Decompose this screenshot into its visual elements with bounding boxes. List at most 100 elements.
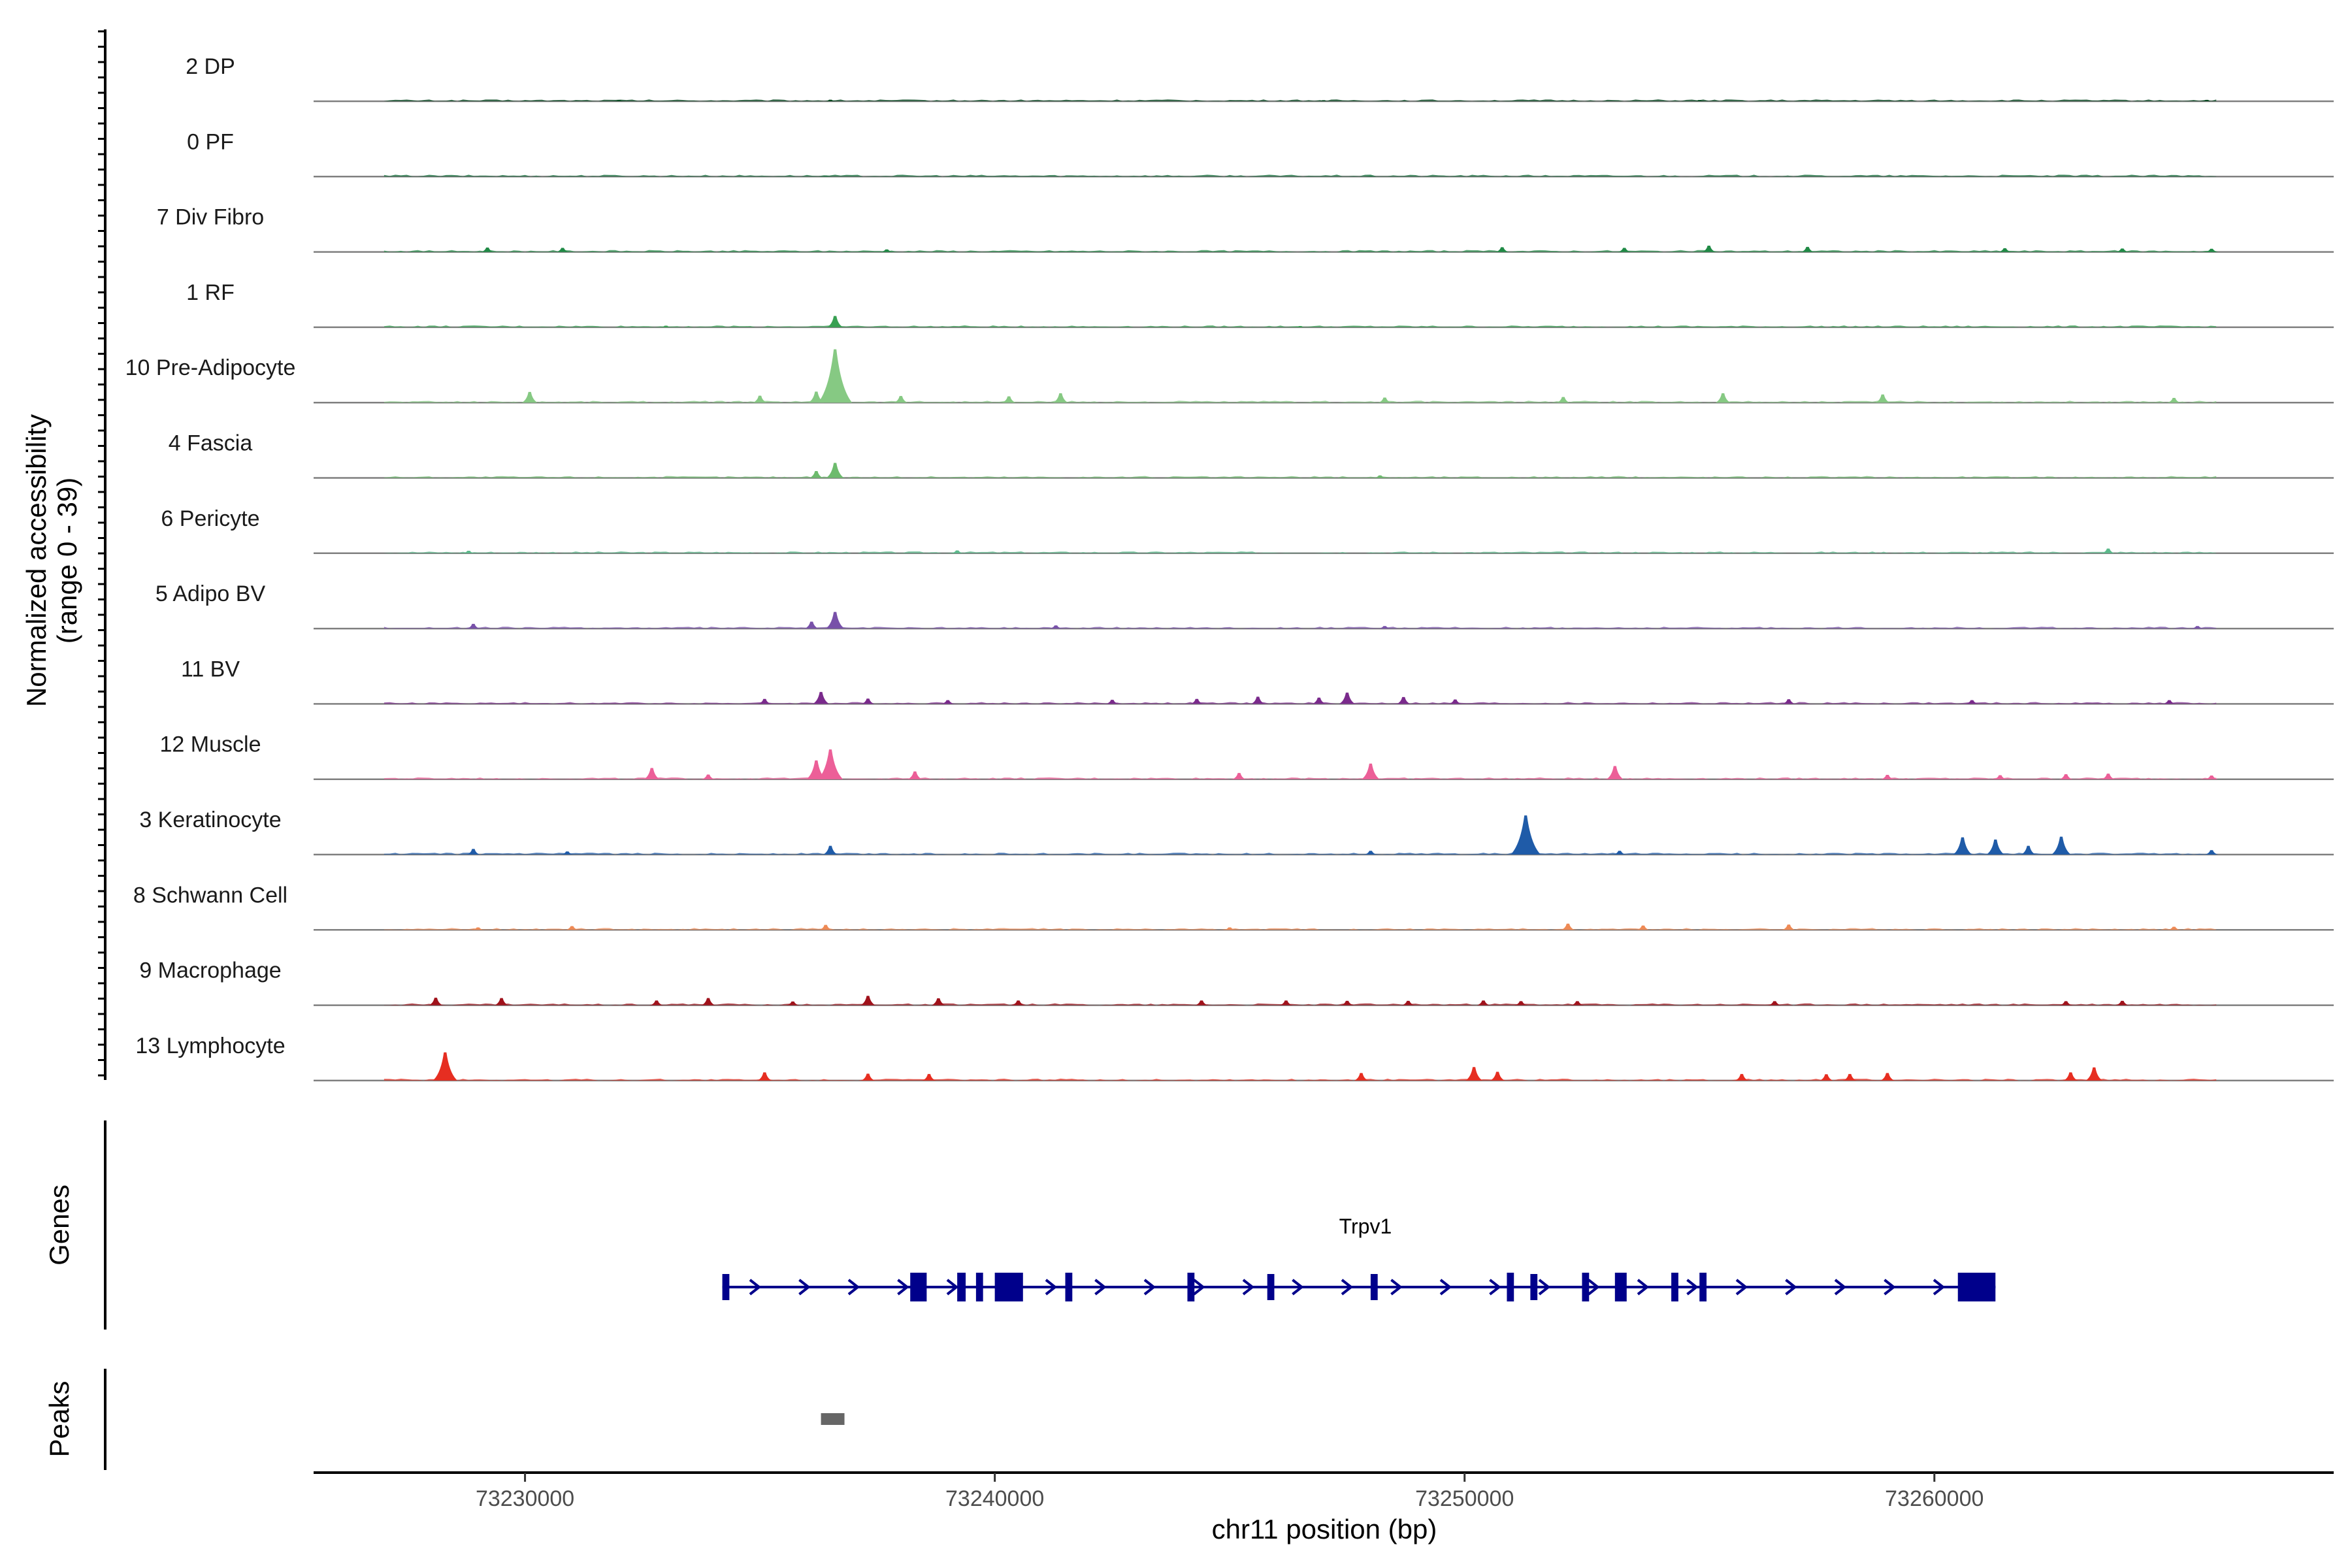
track-4-fascia: 4 Fascia (169, 431, 2334, 479)
track-label: 2 DP (186, 54, 235, 79)
gene-exon (1614, 1273, 1627, 1301)
coverage-peak (817, 749, 843, 779)
coverage-peak (1880, 1073, 1895, 1081)
gene-exon (1065, 1273, 1073, 1301)
coverage-peak (2115, 1000, 2129, 1005)
coverage-peak (786, 1001, 800, 1005)
coverage-peak (860, 996, 876, 1005)
coverage-peak (2163, 700, 2176, 704)
coverage-peak (1986, 839, 2005, 855)
coverage-peak (813, 692, 830, 704)
coverage-peak (1378, 397, 1392, 403)
strand-arrow (1834, 1279, 1847, 1296)
track-label: 13 Lymphocyte (135, 1034, 285, 1058)
x-tick-label: 73230000 (476, 1486, 574, 1511)
coverage-peak (823, 99, 837, 101)
coverage-peak (941, 700, 955, 704)
genes-panel-label: Genes (44, 1184, 74, 1266)
coverage-peak (804, 621, 819, 629)
strand-arrow (1686, 1279, 1699, 1296)
strand-arrow (1637, 1279, 1650, 1296)
coverage-peak (819, 924, 832, 930)
coverage-peak (2205, 850, 2219, 855)
coverage-peak (2021, 845, 2036, 855)
coverage-peak (1820, 1074, 1833, 1081)
coverage-peak (1011, 1000, 1025, 1005)
coverage-peak (2167, 398, 2181, 403)
coverage-peak (2205, 775, 2219, 779)
coverage-peak (471, 927, 485, 930)
coverage-peak (818, 349, 853, 403)
coverage-peak (2101, 548, 2115, 553)
coverage-peak (429, 998, 443, 1005)
track-noise (384, 853, 2217, 855)
coverage-peak (1373, 475, 1387, 478)
gene-name-label: Trpv1 (1339, 1215, 1392, 1238)
coverage-peak (1880, 774, 1894, 779)
peaks-panel-label: Peaks (44, 1381, 74, 1458)
track-noise (384, 1078, 2217, 1081)
coverage-peak (1232, 773, 1246, 779)
coverage-peak (561, 851, 574, 855)
strand-arrow (1588, 1279, 1600, 1296)
coverage-peak (433, 1052, 458, 1081)
coverage-peak (1571, 1001, 1584, 1005)
gene-exon (957, 1273, 966, 1301)
coverage-peak (1636, 925, 1650, 930)
strand-arrow (897, 1279, 909, 1296)
coverage-peak (701, 998, 715, 1005)
coverage-peak (1105, 700, 1119, 704)
coverage-peak (2051, 836, 2071, 855)
gene-exon (1530, 1274, 1538, 1300)
coverage-peak (1953, 837, 1972, 855)
y-axis-title-line2: (range 0 - 39) (52, 478, 82, 644)
coverage-peak (823, 845, 838, 855)
track-13-lymphocyte: 13 Lymphocyte (135, 1034, 2334, 1082)
gene-exon (1370, 1274, 1378, 1300)
strand-arrow (1292, 1279, 1304, 1296)
gene-exon (994, 1273, 1023, 1301)
coverage-peak (466, 623, 480, 629)
track-3-keratinocyte: 3 Keratinocyte (139, 808, 2334, 856)
coverage-peak (2200, 99, 2213, 101)
coverage-peak (861, 698, 875, 704)
coverage-peak (825, 612, 845, 629)
coverage-peak (860, 1073, 875, 1081)
coverage-peak (481, 247, 495, 252)
coverage-peak (1477, 1000, 1490, 1005)
coverage-peak (931, 998, 946, 1005)
coverage-peak (826, 316, 843, 327)
track-8-schwann-cell: 8 Schwann Cell (133, 883, 2334, 931)
coverage-peak (1002, 396, 1016, 403)
strand-arrow (1045, 1279, 1058, 1296)
coverage-peak (757, 1072, 772, 1081)
gene-track: Trpv1 (722, 1215, 1996, 1301)
strand-arrow (1884, 1279, 1896, 1296)
coverage-peak (2205, 248, 2219, 252)
coverage-peak (1465, 1067, 1483, 1081)
coverage-peak (1317, 100, 1330, 101)
track-12-muscle: 12 Muscle (160, 732, 2334, 780)
coverage-peak (1965, 700, 1979, 704)
peak-region (821, 1413, 845, 1425)
coverage-peak (2191, 626, 2204, 629)
track-noise (384, 551, 2217, 553)
coverage-peak (1613, 851, 1627, 855)
track-label: 8 Schwann Cell (133, 883, 287, 907)
coverage-peak (1190, 698, 1203, 704)
track-noise (384, 928, 2217, 930)
strand-arrow (1143, 1279, 1156, 1296)
strand-arrow (749, 1279, 762, 1296)
gene-exon (1187, 1273, 1195, 1301)
coverage-peak (1842, 1073, 1857, 1081)
x-tick-label: 73240000 (945, 1486, 1044, 1511)
coverage-peak (1339, 693, 1356, 704)
x-axis-title: chr11 position (bp) (1212, 1514, 1437, 1544)
coverage-peak (1053, 393, 1068, 403)
coverage-peak (1490, 1071, 1505, 1081)
track-2-dp: 2 DP (186, 54, 2334, 103)
coverage-peak (907, 771, 923, 779)
coverage-peak (1279, 1000, 1293, 1005)
gene-exon (722, 1274, 730, 1300)
